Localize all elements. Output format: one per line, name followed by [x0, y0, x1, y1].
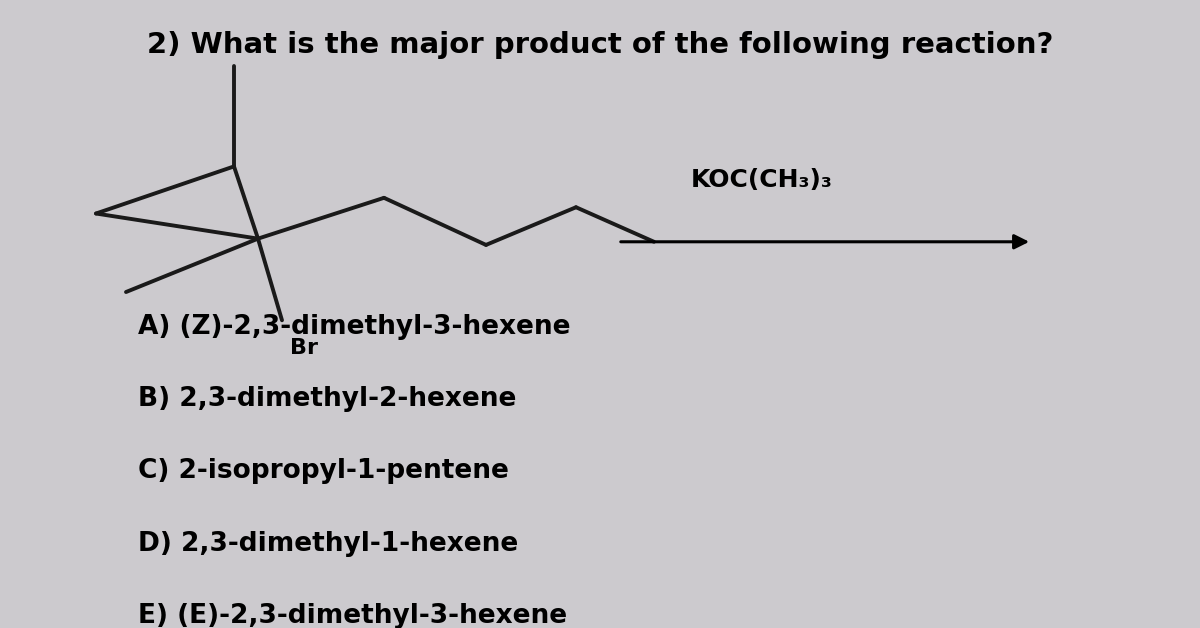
Text: KOC(CH₃)₃: KOC(CH₃)₃ — [691, 168, 833, 192]
Text: A) (Z)-2,3-dimethyl-3-hexene: A) (Z)-2,3-dimethyl-3-hexene — [138, 314, 570, 340]
Text: D) 2,3-dimethyl-1-hexene: D) 2,3-dimethyl-1-hexene — [138, 531, 518, 556]
Text: E) (E)-2,3-dimethyl-3-hexene: E) (E)-2,3-dimethyl-3-hexene — [138, 603, 568, 628]
Text: Br: Br — [290, 338, 318, 358]
Text: C) 2-isopropyl-1-pentene: C) 2-isopropyl-1-pentene — [138, 458, 509, 484]
Text: 2) What is the major product of the following reaction?: 2) What is the major product of the foll… — [146, 31, 1054, 60]
Text: B) 2,3-dimethyl-2-hexene: B) 2,3-dimethyl-2-hexene — [138, 386, 516, 412]
